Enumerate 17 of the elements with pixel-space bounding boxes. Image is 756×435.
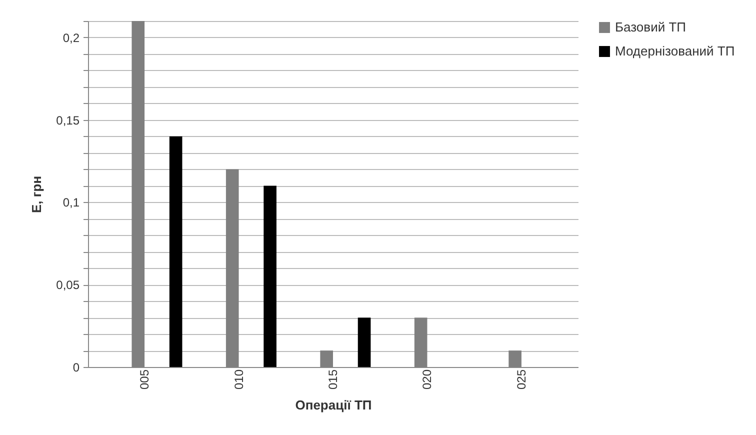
bar (264, 186, 276, 367)
y-tick-label: 0 (72, 360, 80, 374)
legend-label: Базовий ТП (615, 20, 686, 34)
bar (169, 136, 182, 367)
legend-label: Модернізований ТП (615, 44, 735, 58)
x-tick-label: 015 (326, 369, 340, 390)
y-tick-label: 0,2 (62, 30, 80, 45)
x-axis-title: Операції ТП (295, 398, 372, 413)
y-axis-title: Е, грн (29, 176, 44, 214)
x-tick-label: 010 (232, 369, 246, 390)
y-tick-label: 0,1 (62, 196, 80, 210)
x-tick-label: 020 (420, 369, 434, 390)
bar (358, 318, 371, 367)
x-tick-label: 025 (514, 369, 528, 390)
y-tick-label: 0,05 (56, 278, 80, 292)
y-tick-label: 0,15 (56, 113, 80, 128)
x-tick-label: 005 (138, 369, 152, 390)
